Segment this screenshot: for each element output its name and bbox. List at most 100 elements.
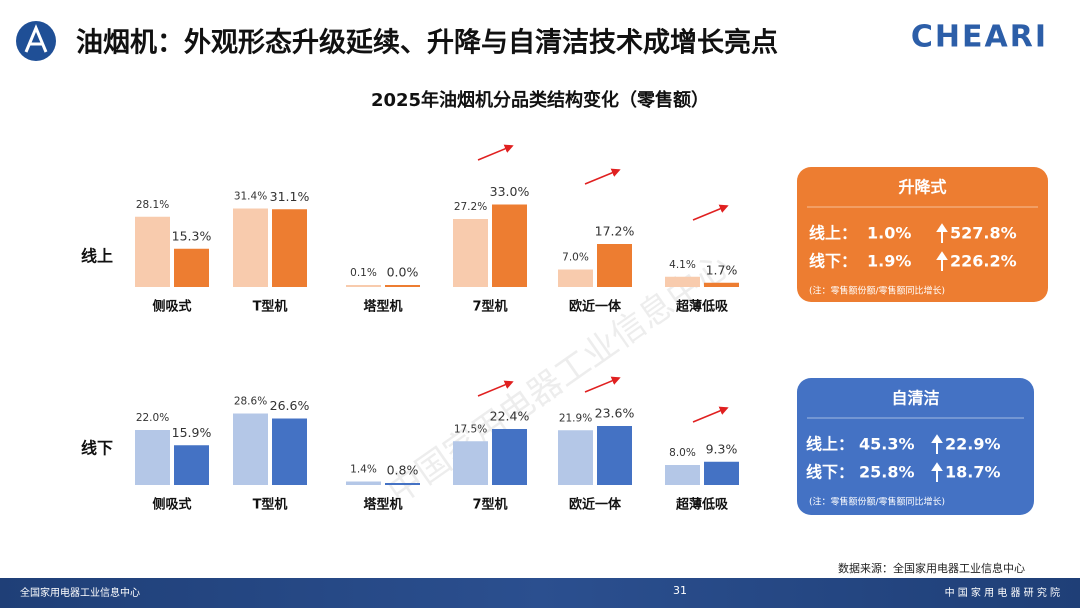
data-label: 4.1% — [669, 259, 696, 271]
footer-bar — [0, 578, 1080, 608]
page-number: 31 — [673, 584, 687, 597]
bar — [174, 248, 209, 287]
box-growth: 226.2% — [950, 252, 1017, 271]
x-tick-label: T型机 — [253, 299, 288, 315]
x-tick-label: 塔型机 — [363, 497, 402, 513]
data-label: 31.4% — [234, 191, 267, 203]
x-tick-label: 侧吸式 — [152, 299, 191, 315]
data-label: 22.4% — [490, 409, 530, 424]
x-tick-label: 侧吸式 — [152, 497, 191, 513]
bar — [174, 445, 209, 485]
data-label: 28.6% — [234, 396, 267, 408]
up-arrow — [936, 251, 948, 271]
bar — [704, 282, 739, 287]
bar — [233, 413, 268, 485]
data-label: 1.4% — [350, 464, 377, 476]
bar — [453, 441, 488, 485]
info-box — [797, 378, 1034, 515]
data-label: 27.2% — [454, 201, 487, 213]
data-label: 9.3% — [706, 441, 738, 456]
footer-left: 全国家用电器工业信息中心 — [20, 586, 140, 599]
bar — [272, 209, 307, 287]
box-share: 1.9% — [867, 252, 911, 271]
box-row-label: 线下： — [806, 463, 854, 482]
x-tick-label: 超薄低吸 — [676, 497, 729, 513]
bar — [597, 426, 632, 485]
up-arrow — [936, 223, 948, 243]
box-growth: 18.7% — [945, 463, 1001, 482]
bar — [385, 285, 420, 287]
box-row-label: 线下： — [809, 252, 857, 271]
data-label: 26.6% — [270, 398, 310, 413]
data-label: 0.1% — [350, 267, 377, 279]
data-label: 31.1% — [270, 189, 310, 204]
box-row-label: 线上： — [809, 224, 857, 243]
data-label: 1.7% — [706, 262, 738, 277]
data-label: 22.0% — [136, 412, 169, 424]
bar — [558, 269, 593, 287]
x-tick-label: 7型机 — [472, 497, 507, 513]
data-label: 15.3% — [172, 228, 212, 243]
bar — [453, 219, 488, 287]
box-growth: 527.8% — [950, 224, 1017, 243]
box-growth: 22.9% — [945, 435, 1001, 454]
bar — [385, 483, 420, 485]
trend-arrow — [584, 168, 621, 185]
header-title: 油烟机：外观形态升级延续、升降与自清洁技术成增长亮点 — [76, 27, 778, 59]
data-label: 28.1% — [136, 199, 169, 211]
bar — [233, 208, 268, 287]
bar — [135, 216, 170, 287]
info-box — [797, 167, 1048, 302]
data-label: 8.0% — [669, 447, 696, 459]
box-note: (注：零售额份额/零售额同比增长) — [809, 285, 945, 297]
subtitle: 2025年油烟机分品类结构变化（零售额） — [371, 89, 709, 111]
data-label: 15.9% — [172, 425, 212, 440]
row-label: 线上 — [81, 247, 113, 266]
up-arrow — [931, 462, 943, 482]
bar — [665, 465, 700, 485]
box-share: 25.8% — [859, 463, 915, 482]
x-tick-label: 欧近一体 — [569, 299, 622, 315]
bar — [704, 461, 739, 485]
box-title: 自清洁 — [891, 389, 939, 408]
x-tick-label: 超薄低吸 — [676, 299, 729, 315]
logo-text: CHEARI — [911, 20, 1048, 55]
bar — [346, 481, 381, 485]
data-label: 0.8% — [387, 463, 419, 478]
bar — [665, 276, 700, 287]
bar — [492, 429, 527, 485]
row-label: 线下 — [81, 439, 113, 458]
bar — [346, 285, 381, 287]
bar — [135, 430, 170, 485]
trend-arrow — [692, 204, 729, 221]
box-share: 45.3% — [859, 435, 915, 454]
trend-arrow — [584, 376, 621, 393]
logo-badge-icon — [24, 24, 48, 53]
up-arrow — [931, 434, 943, 454]
bar — [492, 204, 527, 287]
data-label: 33.0% — [490, 184, 530, 199]
data-label: 7.0% — [562, 252, 589, 264]
trend-arrow — [477, 144, 514, 161]
data-label: 17.2% — [595, 224, 635, 239]
trend-arrows — [477, 144, 729, 423]
box-share: 1.0% — [867, 224, 911, 243]
trend-arrow — [692, 406, 729, 423]
bar — [272, 418, 307, 485]
x-tick-label: 塔型机 — [363, 299, 402, 315]
footer-right: 中 国 家 用 电 器 研 究 院 — [945, 586, 1060, 599]
trend-arrow — [477, 380, 514, 397]
source: 数据来源：全国家用电器工业信息中心 — [838, 561, 1025, 575]
x-tick-label: 欧近一体 — [569, 497, 622, 513]
data-label: 17.5% — [454, 423, 487, 435]
box-note: (注：零售额份额/零售额同比增长) — [809, 496, 945, 508]
data-label: 0.0% — [387, 265, 419, 280]
bar — [597, 244, 632, 287]
x-tick-label: 7型机 — [472, 299, 507, 315]
box-row-label: 线上： — [806, 435, 854, 454]
data-label: 21.9% — [559, 412, 592, 424]
bar — [558, 430, 593, 485]
box-title: 升降式 — [898, 178, 946, 197]
